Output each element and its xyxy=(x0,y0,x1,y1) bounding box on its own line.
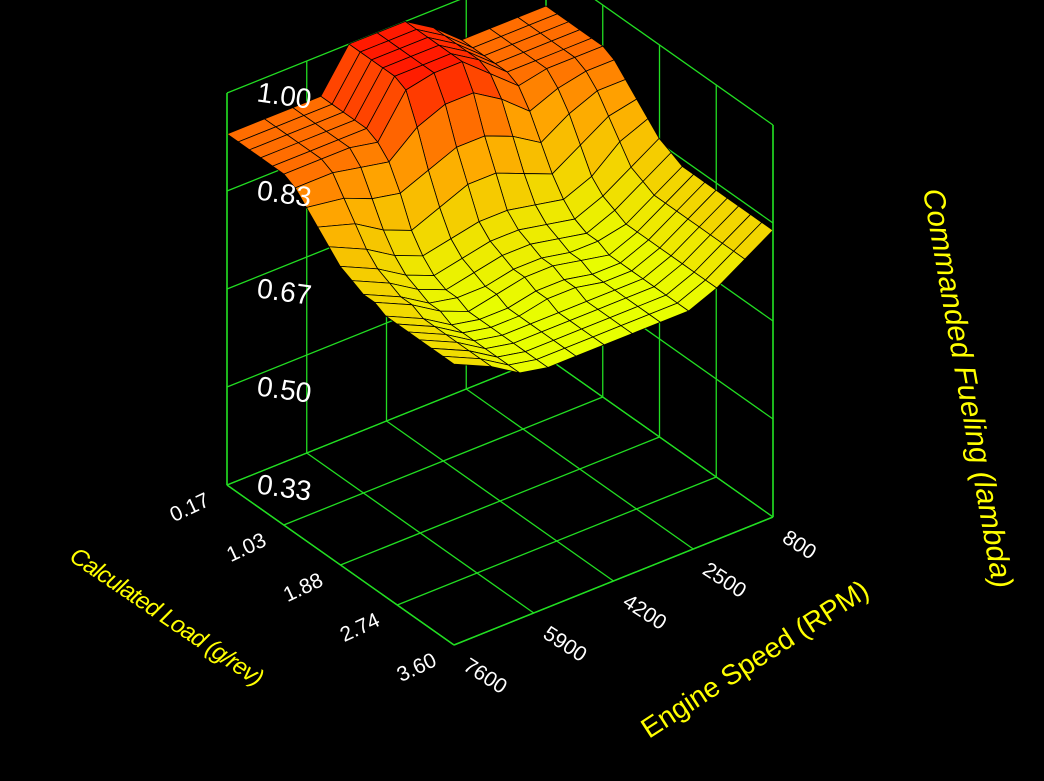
floor-gridline xyxy=(386,420,614,582)
floor-gridline xyxy=(306,452,535,614)
floor-gridline xyxy=(465,388,694,550)
z-tick-label: 0.33 xyxy=(255,468,313,506)
box-edge xyxy=(453,516,774,646)
box-front-edges xyxy=(226,93,774,646)
box-edge xyxy=(226,484,455,646)
z-tick-label: 1.00 xyxy=(255,76,313,114)
surface-cell xyxy=(442,355,492,368)
fuel-surface xyxy=(226,5,774,374)
z-tick-label: 0.83 xyxy=(255,174,313,212)
z-tick-label: 0.67 xyxy=(255,272,313,310)
z-tick-label: 0.50 xyxy=(255,370,313,408)
